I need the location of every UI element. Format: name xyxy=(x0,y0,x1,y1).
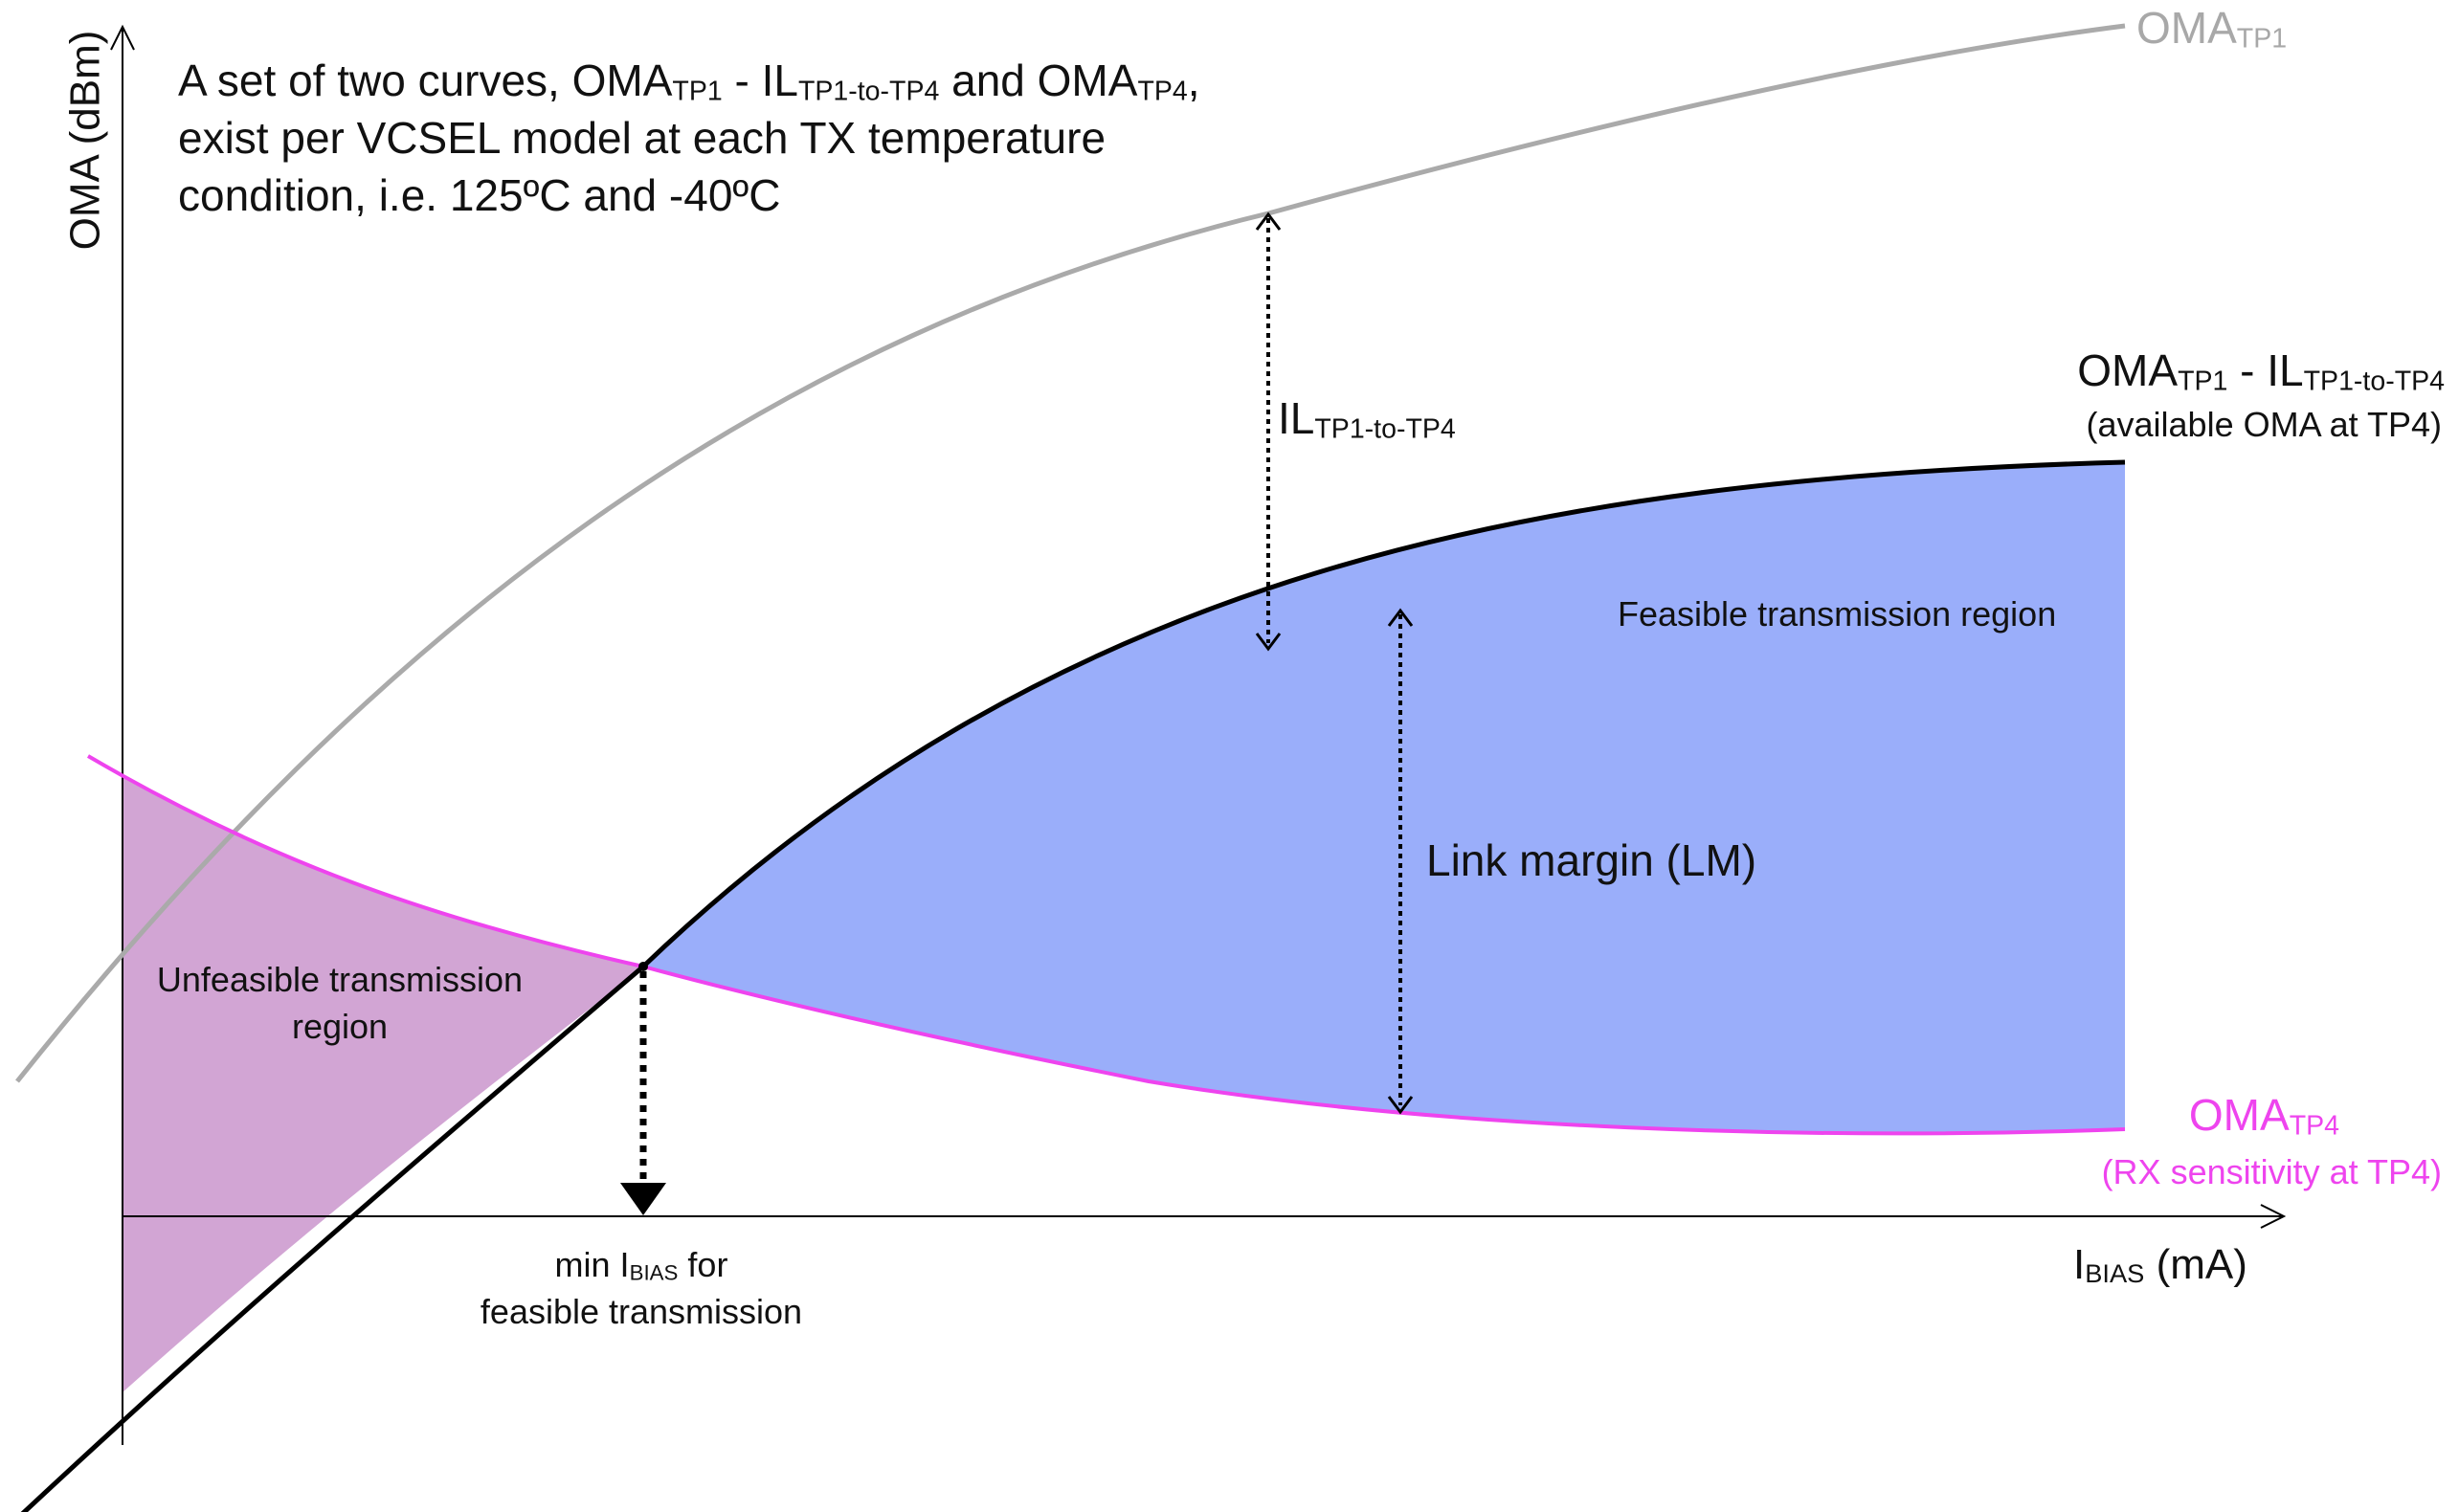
il-arrow-head-top xyxy=(1255,211,1282,231)
oma-tp4-label: OMATP4 xyxy=(2188,1090,2339,1142)
oma-tp1-minus-il-label: OMATP1 - ILTP1-to-TP4 xyxy=(2077,345,2445,397)
il-label: ILTP1-to-TP4 xyxy=(1278,393,1456,445)
note-line-1: A set of two curves, OMATP1 - ILTP1-to-T… xyxy=(178,56,1200,107)
feasible-region-fill xyxy=(643,462,2125,1134)
oma-tp1-label: OMATP1 xyxy=(2136,3,2288,55)
link-margin-label: Link margin (LM) xyxy=(1426,835,1757,885)
unfeasible-region-label: Unfeasible transmission region xyxy=(156,960,524,1046)
intersection-point xyxy=(638,962,648,971)
available-oma-caption: (available OMA at TP4) xyxy=(2086,405,2443,444)
il-arrow-head-bottom xyxy=(1255,633,1282,652)
x-axis-label: IBIAS (mA) xyxy=(2073,1241,2247,1289)
link-margin-arrow-head-top xyxy=(1387,608,1414,627)
oma-tp1-minus-il-curve xyxy=(20,459,2126,1512)
note-line-2: exist per VCSEL model at each TX tempera… xyxy=(178,112,1107,163)
min-bias-arrow-head xyxy=(620,1183,666,1215)
link-margin-arrow-head-bottom xyxy=(1387,1096,1414,1115)
rx-sensitivity-caption: (RX sensitivity at TP4) xyxy=(2101,1152,2442,1191)
note-text: A set of two curves, OMATP1 - ILTP1-to-T… xyxy=(178,53,1200,224)
note-line-3: condition, i.e. 125ºC and -40ºC xyxy=(178,169,781,220)
unfeasible-region-fill xyxy=(123,775,643,1392)
y-axis-arrowhead xyxy=(110,24,135,51)
min-bias-label: min IBIAS for feasible transmission xyxy=(480,1245,803,1331)
feasible-region-label: Feasible transmission region xyxy=(1618,594,2057,634)
y-axis-label: OMA (dBm) xyxy=(61,30,109,251)
oma-tp4-curve xyxy=(86,754,2126,1136)
oma-tp1-curve xyxy=(15,23,2126,1083)
x-axis-arrowhead xyxy=(2260,1204,2287,1229)
